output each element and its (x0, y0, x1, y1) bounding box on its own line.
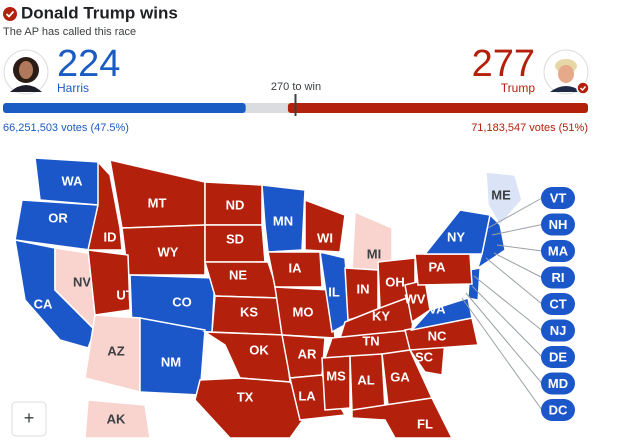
threshold-label: 270 to win (271, 81, 321, 93)
harris-electoral-votes: 224 (57, 43, 120, 85)
state-label: TN (362, 333, 379, 348)
state-label: UT (116, 287, 133, 302)
state-label: NE (229, 267, 247, 282)
state-label: CO (172, 294, 192, 309)
trump-name: Trump (501, 81, 536, 95)
small-state-button[interactable] (541, 372, 575, 395)
state-shape[interactable] (109, 159, 206, 229)
small-state-label: RI (552, 270, 565, 285)
small-state-button[interactable] (541, 266, 575, 289)
state-label: LA (298, 388, 316, 403)
state-label: KY (372, 308, 390, 323)
harris-name: Harris (57, 81, 89, 95)
state-shape[interactable] (202, 331, 291, 383)
small-state-label: DE (549, 349, 567, 364)
zoom-in-label: + (24, 408, 35, 428)
state-shape[interactable] (87, 160, 123, 251)
us-map: WA OR CA NV ID MT WY UT CO AZ NM ND SD NE KS OK TX MN IA MO… (14, 157, 575, 439)
connector-line (491, 224, 543, 236)
title: Donald Trump wins (21, 3, 178, 22)
small-state-button[interactable] (541, 319, 575, 342)
trump-avatar (543, 49, 590, 95)
small-state-button[interactable] (541, 346, 575, 368)
trump-bar (287, 103, 588, 113)
state-label: IA (289, 260, 303, 275)
state-label: WY (158, 244, 179, 259)
state-label: WA (62, 173, 84, 188)
state-label: VA (428, 301, 446, 316)
state-label: KS (240, 304, 258, 319)
state-shape[interactable] (87, 249, 131, 316)
state-shape[interactable] (321, 355, 351, 411)
connector-line (465, 292, 543, 384)
connector-line (461, 297, 543, 411)
state-label: SD (226, 231, 244, 246)
trump-electoral-votes: 277 (472, 43, 535, 85)
check-mark (5, 10, 15, 18)
small-state-button[interactable] (541, 293, 575, 315)
state-label: WV (405, 291, 426, 306)
check-icon (3, 7, 17, 21)
small-state-label: CT (549, 296, 566, 311)
small-state-label: MA (548, 243, 569, 258)
state-label: MT (148, 195, 167, 210)
state-label: OR (48, 210, 68, 225)
trump-popular-vote: 71,183,547 votes (51%) (471, 122, 588, 134)
small-state-button[interactable] (541, 213, 575, 236)
state-label: IL (328, 284, 340, 299)
state-label: NC (428, 328, 447, 343)
state-label: IN (357, 281, 370, 296)
state-label: SC (415, 349, 434, 364)
connector-line (487, 197, 543, 229)
state-shape[interactable] (194, 377, 311, 439)
state-label: FL (417, 416, 433, 431)
state-label: GA (390, 369, 410, 384)
state-label: AL (357, 372, 374, 387)
state-label: NV (73, 274, 91, 289)
state-shape[interactable] (409, 297, 473, 332)
connector-line (496, 244, 543, 252)
state-label: MI (367, 246, 381, 261)
state-label: MO (293, 304, 314, 319)
small-state-button[interactable] (541, 240, 575, 262)
state-shape[interactable] (267, 251, 323, 288)
subtitle: The AP has called this race (3, 26, 136, 38)
state-label: MN (273, 213, 293, 228)
small-state-button[interactable] (541, 399, 575, 421)
state-label: NY (447, 229, 465, 244)
harris-avatar (3, 49, 49, 95)
state-label: AZ (107, 343, 124, 358)
state-label: WI (317, 230, 333, 245)
state-label: ME (491, 187, 511, 202)
state-shape[interactable] (304, 198, 346, 253)
harris-popular-vote: 66,251,503 votes (47.5%) (3, 122, 129, 134)
state-label: ND (226, 197, 245, 212)
state-label: AK (107, 411, 126, 426)
state-label: MS (326, 368, 346, 383)
connector-line (493, 252, 543, 278)
state-shape[interactable] (485, 171, 523, 227)
zoom-in-button[interactable] (11, 401, 47, 437)
state-label: CA (34, 296, 53, 311)
small-state-label: MD (548, 376, 568, 391)
state-label: NM (161, 354, 181, 369)
connector-line (471, 285, 543, 358)
small-state-label: VT (550, 190, 567, 205)
state-label: OK (249, 342, 269, 357)
state-shape[interactable] (261, 184, 306, 253)
small-state-label: NH (549, 217, 568, 232)
small-state-label: DC (549, 402, 568, 417)
state-shape[interactable] (423, 209, 491, 255)
state-label: AR (298, 346, 317, 361)
connector-line (473, 275, 543, 331)
harris-bar (3, 103, 246, 113)
small-state-label: NJ (550, 323, 567, 338)
state-label: ID (104, 229, 117, 244)
connector-line (485, 257, 543, 305)
state-label: TX (237, 389, 254, 404)
small-state-button[interactable] (541, 187, 575, 209)
state-label: PA (428, 259, 446, 274)
state-label: OH (385, 274, 405, 289)
